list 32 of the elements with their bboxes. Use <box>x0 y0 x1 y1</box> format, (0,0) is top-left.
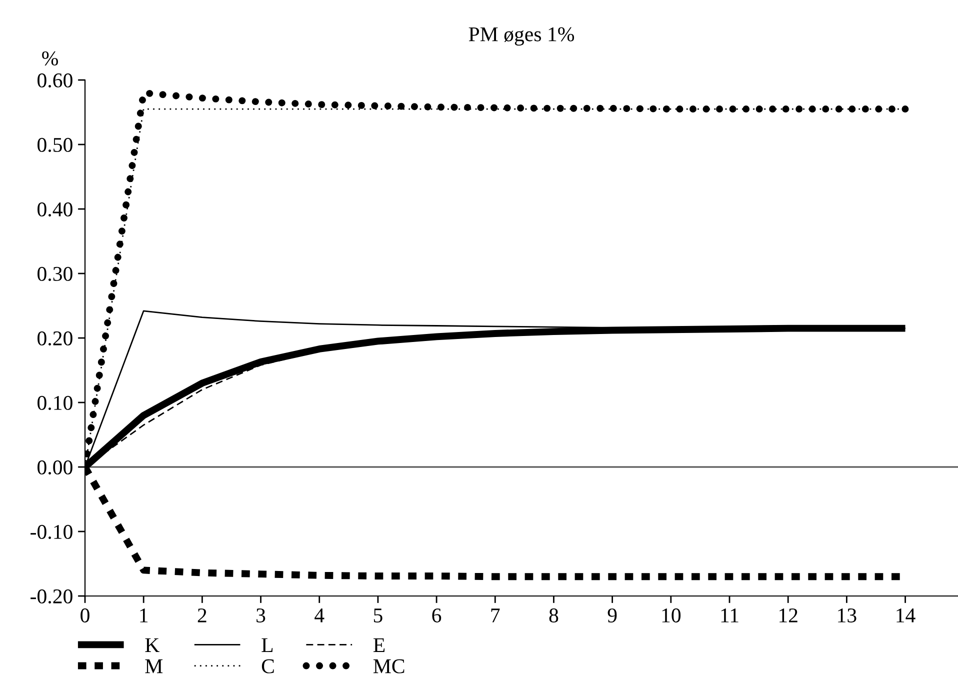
x-tick-label: 7 <box>491 608 500 622</box>
y-tick-label: 0.40 <box>38 202 72 217</box>
x-tick-label: 12 <box>780 608 798 622</box>
x-tick-label: 8 <box>549 608 558 622</box>
y-tick-label: 0.30 <box>38 266 72 282</box>
x-tick-label: 1 <box>140 608 148 622</box>
x-tick-label: 4 <box>314 608 324 622</box>
x-tick-label: 9 <box>608 608 617 622</box>
y-tick-label: 0.00 <box>38 460 72 475</box>
y-tick-label: 0.10 <box>38 396 72 410</box>
x-tick-label: 6 <box>432 608 442 622</box>
x-tick-label: 13 <box>838 608 856 622</box>
x-tick-label: 14 <box>896 608 916 622</box>
x-tick-label: 2 <box>198 608 206 622</box>
x-tick-label: 10 <box>662 608 681 622</box>
legend-label: K <box>145 638 160 652</box>
chart-title: PM øges 1% <box>468 27 574 46</box>
x-tick-label: 11 <box>721 608 738 622</box>
y-tick-label: 0.60 <box>38 73 72 88</box>
y-tick-label: -0.20 <box>30 589 72 604</box>
legend-label: E <box>373 638 385 652</box>
x-tick-label: 0 <box>80 608 90 622</box>
legend-label: MC <box>373 659 404 674</box>
y-tick-label: 0.20 <box>38 331 72 346</box>
x-tick-label: 3 <box>256 608 266 622</box>
legend-label: L <box>262 638 273 652</box>
legend-label: M <box>145 659 163 674</box>
y-tick-label: 0.50 <box>38 138 72 152</box>
y-axis-title: % <box>42 51 58 66</box>
y-tick-label: -0.10 <box>30 524 72 540</box>
x-tick-label: 5 <box>374 608 382 622</box>
legend-label: C <box>262 659 274 674</box>
